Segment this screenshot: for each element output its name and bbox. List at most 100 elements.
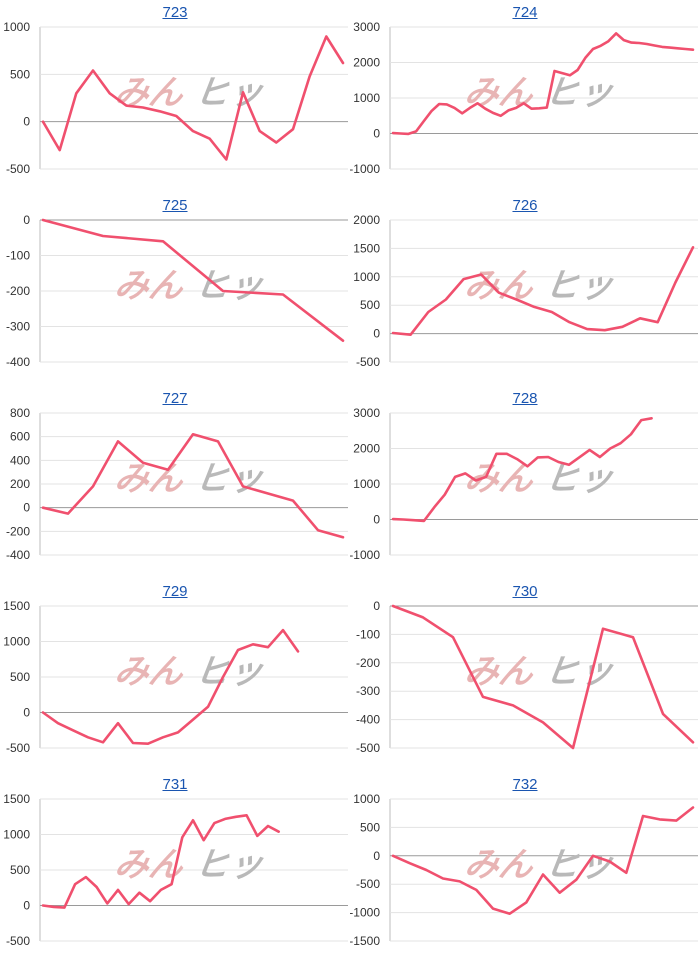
- chart-svg: 1000 500 0 -500 みん ヒッ: [3, 20, 348, 176]
- watermark-text-1: みん: [112, 266, 187, 306]
- chart-svg: 1500 1000 500 0 -500 みん ヒッ: [3, 792, 348, 948]
- chart-svg: 1000 500 0 -500 -1000 -1500 みん ヒッ: [350, 792, 698, 948]
- watermark-text-1: みん: [462, 266, 537, 306]
- watermark-text-1: みん: [112, 652, 187, 692]
- y-tick-label: 400: [10, 453, 30, 467]
- chart-panel-724: 3000 2000 1000 0 -1000 みん ヒッ 724: [350, 0, 700, 193]
- series-line: [391, 417, 653, 523]
- y-tick-label: 1000: [353, 477, 380, 491]
- chart-title: 724: [350, 4, 700, 22]
- chart-title-link[interactable]: 728: [512, 390, 538, 407]
- watermark-logo: みん ヒッ: [462, 73, 616, 113]
- chart-title-link[interactable]: 725: [162, 197, 188, 214]
- y-tick-label: -200: [356, 656, 380, 670]
- y-tick-label: 1000: [353, 91, 380, 105]
- y-tick-label: 1500: [3, 599, 30, 613]
- series-line: [391, 32, 695, 136]
- chart-title: 728: [350, 390, 700, 408]
- watermark-text-2: ヒッ: [192, 845, 266, 885]
- chart-title-link[interactable]: 724: [512, 4, 538, 21]
- y-tick-label: 800: [10, 406, 30, 420]
- y-tick-label: -200: [6, 284, 30, 298]
- chart-svg: 3000 2000 1000 0 -1000 みん ヒッ: [350, 20, 698, 176]
- y-tick-label: 1000: [3, 635, 30, 649]
- y-tick-label: 0: [373, 513, 380, 527]
- y-tick-label: 1000: [3, 20, 30, 34]
- chart-panel-731: 1500 1000 500 0 -500 みん ヒッ 731: [0, 772, 350, 965]
- y-tick-label: -100: [6, 249, 30, 263]
- y-tick-label: 0: [23, 899, 30, 913]
- y-tick-label: 0: [23, 213, 30, 227]
- y-tick-label: -500: [6, 741, 30, 755]
- chart-panel-732: 1000 500 0 -500 -1000 -1500 みん ヒッ 732: [350, 772, 700, 965]
- series-line: [391, 806, 695, 915]
- series-line: [41, 218, 345, 342]
- chart-title-link[interactable]: 729: [162, 583, 188, 600]
- y-tick-label: 1000: [3, 828, 30, 842]
- series-line: [391, 604, 695, 750]
- chart-title: 730: [350, 583, 700, 601]
- y-tick-label: -500: [356, 877, 380, 891]
- chart-panel-728: 3000 2000 1000 0 -1000 みん ヒッ 728: [350, 386, 700, 579]
- y-tick-label: 500: [10, 67, 30, 81]
- chart-panel-723: 1000 500 0 -500 みん ヒッ 723: [0, 0, 350, 193]
- y-tick-label: 1500: [353, 241, 380, 255]
- chart-panel-729: 1500 1000 500 0 -500 みん ヒッ 729: [0, 579, 350, 772]
- watermark-logo: みん ヒッ: [112, 652, 266, 692]
- y-tick-label: 3000: [353, 406, 380, 420]
- chart-title-link[interactable]: 730: [512, 583, 538, 600]
- y-tick-label: 2000: [353, 213, 380, 227]
- chart-panel-726: 2000 1500 1000 500 0 -500 みん ヒッ 726: [350, 193, 700, 386]
- y-tick-label: -1500: [350, 934, 380, 948]
- y-tick-label: 500: [360, 820, 380, 834]
- y-tick-label: 0: [23, 706, 30, 720]
- chart-title: 731: [0, 776, 350, 794]
- chart-title-link[interactable]: 723: [162, 4, 188, 21]
- y-tick-label: -100: [356, 627, 380, 641]
- chart-svg: 0 -100 -200 -300 -400 みん ヒッ: [6, 213, 348, 369]
- y-tick-label: -1000: [350, 162, 380, 176]
- y-tick-label: -500: [6, 162, 30, 176]
- y-tick-label: 0: [23, 501, 30, 515]
- watermark-text-2: ヒッ: [542, 845, 616, 885]
- chart-title: 729: [0, 583, 350, 601]
- y-tick-label: 0: [373, 599, 380, 613]
- chart-title-link[interactable]: 732: [512, 776, 538, 793]
- watermark-logo: みん ヒッ: [462, 652, 616, 692]
- watermark-text-1: みん: [462, 652, 537, 692]
- chart-title-link[interactable]: 731: [162, 776, 188, 793]
- series-line: [41, 814, 280, 909]
- watermark-text-2: ヒッ: [542, 73, 616, 113]
- y-tick-label: -300: [356, 684, 380, 698]
- y-tick-label: -1000: [350, 548, 380, 562]
- y-tick-label: 1000: [353, 792, 380, 806]
- series-line: [41, 35, 345, 161]
- chart-title-link[interactable]: 726: [512, 197, 538, 214]
- watermark-logo: みん ヒッ: [462, 459, 616, 499]
- y-tick-label: -500: [356, 355, 380, 369]
- y-tick-label: 200: [10, 477, 30, 491]
- y-tick-label: 1500: [3, 792, 30, 806]
- watermark-text-2: ヒッ: [192, 73, 266, 113]
- y-tick-label: 500: [360, 298, 380, 312]
- chart-svg: 0 -100 -200 -300 -400 -500 みん ヒッ: [356, 599, 698, 755]
- watermark-text-2: ヒッ: [192, 652, 266, 692]
- chart-title: 725: [0, 197, 350, 215]
- series-line: [41, 433, 345, 539]
- series-line: [41, 628, 300, 745]
- y-tick-label: -300: [6, 320, 30, 334]
- chart-panel-725: 0 -100 -200 -300 -400 みん ヒッ 725: [0, 193, 350, 386]
- chart-svg: 3000 2000 1000 0 -1000 みん ヒッ: [350, 406, 698, 562]
- chart-title-link[interactable]: 727: [162, 390, 188, 407]
- series-line: [391, 246, 695, 336]
- chart-title: 732: [350, 776, 700, 794]
- watermark-logo: みん ヒッ: [112, 845, 266, 885]
- chart-svg: 800 600 400 200 0 -200 -400 みん ヒッ: [6, 406, 348, 562]
- chart-title: 726: [350, 197, 700, 215]
- y-tick-label: 1000: [353, 270, 380, 284]
- chart-panel-727: 800 600 400 200 0 -200 -400 みん ヒッ 727: [0, 386, 350, 579]
- y-tick-label: -400: [356, 713, 380, 727]
- chart-svg: 2000 1500 1000 500 0 -500 みん ヒッ: [353, 213, 698, 369]
- y-tick-label: 2000: [353, 56, 380, 70]
